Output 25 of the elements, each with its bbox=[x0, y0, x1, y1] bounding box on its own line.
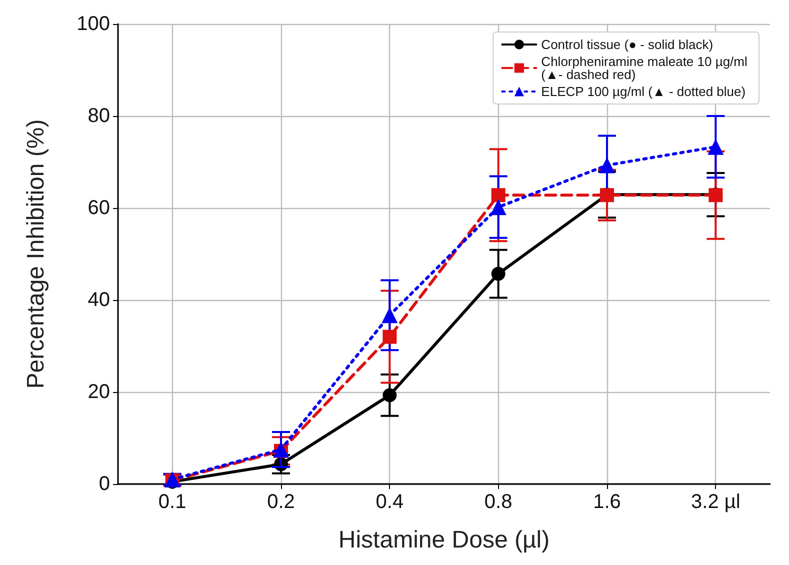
point bbox=[491, 266, 506, 281]
x-axis-title: Histamine Dose (µl) bbox=[338, 526, 550, 554]
x-tick-label: 0.2 bbox=[267, 491, 295, 513]
x-tick-label: 0.1 bbox=[158, 491, 186, 513]
legend-label: Control tissue (● - solid black) bbox=[541, 37, 714, 52]
y-tick-label: 0 bbox=[98, 473, 110, 495]
legend-label: ELECP 100 µg/ml (▲ - dotted blue) bbox=[541, 84, 746, 99]
y-tick-label: 20 bbox=[88, 381, 110, 403]
point bbox=[382, 307, 398, 324]
point bbox=[382, 388, 397, 402]
legend-label: Chlorpheniramine maleate 10 µg/ml (▲- dashed red) bbox=[541, 54, 752, 82]
point bbox=[708, 138, 724, 155]
y-tick-label: 100 bbox=[76, 13, 110, 35]
y-tick-label: 40 bbox=[88, 289, 110, 311]
y-axis-title: Percentage Inhibition (%) bbox=[22, 119, 50, 389]
x-tick-label: 0.8 bbox=[484, 491, 512, 513]
x-tick-label: 1.6 bbox=[593, 491, 621, 513]
y-tick-label: 80 bbox=[88, 105, 110, 127]
point bbox=[491, 188, 506, 202]
x-tick-label: 3.2 µl bbox=[691, 491, 740, 513]
y-tick-label: 60 bbox=[88, 197, 110, 219]
x-tick-label: 0.4 bbox=[376, 491, 404, 513]
point bbox=[599, 157, 615, 174]
point bbox=[382, 330, 397, 344]
point bbox=[490, 199, 506, 216]
